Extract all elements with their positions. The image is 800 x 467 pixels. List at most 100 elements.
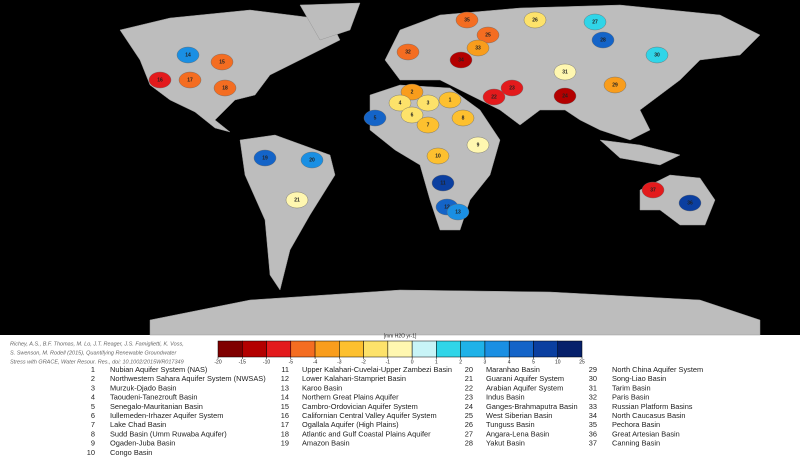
legend-number: 24 xyxy=(465,402,473,411)
basin-area xyxy=(449,51,473,69)
legend-name: Atlantic and Gulf Coastal Plains Aquifer xyxy=(302,429,431,438)
basin-map-label: 32 xyxy=(405,49,411,55)
basin-map-label: 12 xyxy=(444,204,450,210)
legend-number: 12 xyxy=(281,374,289,383)
basin-map-label: 9 xyxy=(477,142,480,148)
basin-area xyxy=(363,109,387,127)
basin-area xyxy=(583,13,607,31)
basin-area xyxy=(178,71,202,89)
colorbar-tick-label: 1 xyxy=(435,359,438,365)
legend-number: 22 xyxy=(465,383,473,392)
basin-area xyxy=(476,26,500,44)
legend-name: Amazon Basin xyxy=(302,439,350,448)
legend-name: Tarim Basin xyxy=(612,383,651,392)
legend-number: 30 xyxy=(589,374,597,383)
legend-name: Iullemeden-Irhazer Aquifer System xyxy=(110,411,223,420)
basin-map-label: 10 xyxy=(435,153,441,159)
legend-name: Taoudeni-Tanezrouft Basin xyxy=(110,393,198,402)
basin-map-label: 35 xyxy=(464,17,470,23)
legend-number: 35 xyxy=(589,420,597,429)
legend-number: 32 xyxy=(589,393,597,402)
legend-name: Indus Basin xyxy=(486,393,525,402)
legend-name: North China Aquifer System xyxy=(612,365,703,374)
legend-number: 18 xyxy=(281,429,289,438)
basin-area xyxy=(176,46,200,64)
legend-name: Song-Liao Basin xyxy=(612,374,666,383)
legend-number: 5 xyxy=(91,402,95,411)
colorbar-tick-label: -10 xyxy=(263,359,270,365)
legend-name: Lower Kalahari-Stampriet Basin xyxy=(302,374,406,383)
colorbar-segment xyxy=(314,340,340,358)
colorbar-tick-label: 5 xyxy=(532,359,535,365)
basin-map-label: 18 xyxy=(222,85,228,91)
legend-number: 29 xyxy=(589,365,597,374)
basin-map-label: 16 xyxy=(157,77,163,83)
legend-name: Lake Chad Basin xyxy=(110,420,166,429)
colorbar-segment xyxy=(436,340,461,358)
basin-area xyxy=(388,94,412,112)
legend-name: Murzuk-Djado Basin xyxy=(110,383,177,392)
legend-number: 1 xyxy=(91,365,95,374)
basin-map-label: 4 xyxy=(399,100,402,106)
legend-name: Nubian Aquifer System (NAS) xyxy=(110,365,207,374)
legend-number: 6 xyxy=(91,411,95,420)
antarctica xyxy=(149,289,761,336)
legend-name: Yakut Basin xyxy=(486,439,525,448)
legend-name: Californian Central Valley Aquifer Syste… xyxy=(302,411,437,420)
colorbar: [mm H2O yr-1]-20 -15 -10 -5 -4 -3 -2 -1 0 1 2 3 4 5 10… xyxy=(214,333,585,365)
legend-name: Pechora Basin xyxy=(612,420,660,429)
legend-name: Ogaden-Juba Basin xyxy=(110,439,175,448)
basin-area xyxy=(455,11,479,29)
colorbar-tick-label: -5 xyxy=(289,359,294,365)
basin-map-label: 15 xyxy=(219,59,225,65)
basin-map-label: 13 xyxy=(455,209,461,215)
legend-number: 27 xyxy=(465,429,473,438)
colorbar-tick-label: 3 xyxy=(484,359,487,365)
basin-map-label: 14 xyxy=(185,52,191,58)
citation: Richey, A.S., B.F. Thomas, M. Lo, J.T. R… xyxy=(10,341,184,365)
legend-name: West Siberian Basin xyxy=(486,411,552,420)
legend-number: 15 xyxy=(281,402,289,411)
basin-area xyxy=(603,76,627,94)
basin-map-label: 22 xyxy=(491,94,497,100)
basin-map-label: 37 xyxy=(650,187,656,193)
legend-number: 31 xyxy=(589,383,597,392)
legend-number: 7 xyxy=(91,420,95,429)
legend-number: 8 xyxy=(91,429,95,438)
legend-number: 9 xyxy=(91,439,95,448)
basin-map-label: 1 xyxy=(449,97,452,103)
legend-name: Maranhao Basin xyxy=(486,365,540,374)
basin-map-label: 33 xyxy=(475,45,481,51)
basin-map-label: 25 xyxy=(485,32,491,38)
legend-name: Guarani Aquifer System xyxy=(486,374,564,383)
colorbar-tick-label: -3 xyxy=(337,359,342,365)
basin-map-label: 31 xyxy=(562,69,568,75)
basin-map-label: 30 xyxy=(654,52,660,58)
legend-number: 19 xyxy=(281,439,289,448)
greenland xyxy=(299,2,361,41)
legend-number: 25 xyxy=(465,411,473,420)
basin-area xyxy=(466,39,490,57)
colorbar-tick-label: -2 xyxy=(361,359,366,365)
citation-line: Stress with GRACE, Water Resour. Res., d… xyxy=(10,359,184,365)
basin-map-label: 2 xyxy=(411,89,414,95)
basin-area xyxy=(285,191,309,209)
colorbar-tick-label: -1 xyxy=(386,359,391,365)
colorbar-segment xyxy=(363,340,389,358)
basin-area xyxy=(213,79,237,97)
legend-number: 3 xyxy=(91,383,95,392)
legend-number: 28 xyxy=(465,439,473,448)
indonesia xyxy=(599,139,681,166)
basin-area xyxy=(400,83,424,101)
basin-map-label: 20 xyxy=(309,157,315,163)
basin-area xyxy=(416,116,440,134)
colorbar-segment xyxy=(339,340,364,358)
legend-number: 36 xyxy=(589,429,597,438)
south-america xyxy=(239,134,336,291)
basin-map-label: 27 xyxy=(592,19,598,25)
colorbar-segment xyxy=(411,340,437,358)
legend-name: Arabian Aquifer System xyxy=(486,383,563,392)
legend-name: Tunguss Basin xyxy=(486,420,535,429)
colorbar-segment xyxy=(217,340,243,358)
basin-area xyxy=(438,91,462,109)
